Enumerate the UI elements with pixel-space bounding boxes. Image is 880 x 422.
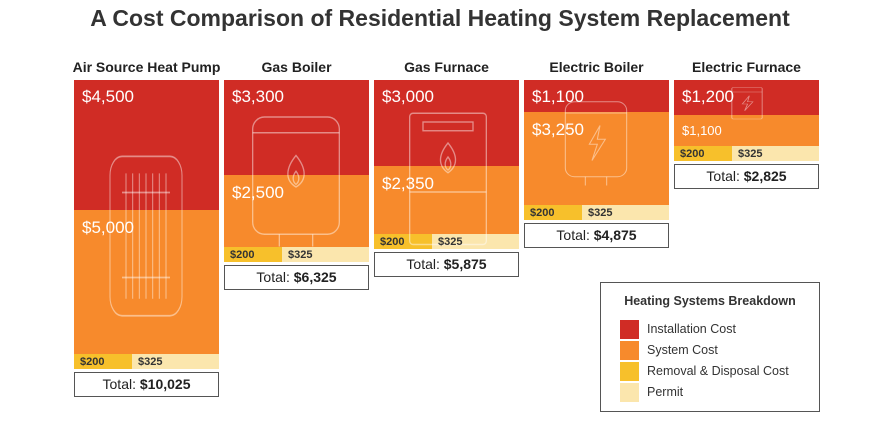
total-prefix: Total: bbox=[556, 227, 594, 244]
legend: Heating Systems Breakdown Installation C… bbox=[600, 282, 820, 412]
bar-removal-gas-furnace bbox=[374, 234, 432, 250]
label-system-electric-boiler: $3,250 bbox=[532, 119, 584, 139]
label-permit-gas-furnace: $325 bbox=[438, 236, 463, 249]
legend-title: Heating Systems Breakdown bbox=[624, 294, 796, 308]
label-installation-gas-boiler: $3,300 bbox=[232, 87, 284, 106]
bar-installation-gas-furnace bbox=[374, 80, 519, 167]
bar-installation-gas-boiler bbox=[224, 80, 369, 176]
legend-label-system: System Cost bbox=[647, 343, 718, 357]
total-value-gas-boiler: $6,325 bbox=[293, 269, 337, 286]
category-label-electric-furnace: Electric Furnace bbox=[692, 59, 801, 75]
bar-permit-electric-boiler bbox=[582, 205, 669, 221]
bar-system-gas-boiler bbox=[224, 175, 369, 248]
legend-label-removal: Removal & Disposal Cost bbox=[647, 364, 789, 378]
total-prefix: Total: bbox=[256, 269, 294, 286]
label-installation-electric-furnace: $1,200 bbox=[682, 87, 734, 106]
legend-swatch-system bbox=[620, 341, 639, 360]
bar-removal-gas-boiler bbox=[224, 247, 282, 263]
label-permit-electric-boiler: $325 bbox=[588, 207, 613, 220]
category-label-electric-boiler: Electric Boiler bbox=[549, 59, 644, 75]
label-permit-gas-boiler: $325 bbox=[288, 249, 313, 262]
electric-boiler-icon bbox=[564, 101, 628, 186]
category-label-gas-boiler: Gas Boiler bbox=[261, 59, 332, 75]
bar-removal-electric-boiler bbox=[524, 205, 582, 221]
chart-title: A Cost Comparison of Residential Heating… bbox=[90, 5, 790, 31]
total-box-electric-boiler: Total: $4,875 bbox=[524, 223, 669, 249]
electric-furnace-icon bbox=[731, 87, 763, 120]
label-system-electric-furnace: $1,100 bbox=[682, 122, 722, 138]
label-removal-gas-furnace: $200 bbox=[380, 236, 405, 249]
legend-swatch-installation bbox=[620, 320, 639, 339]
bar-installation-electric-boiler bbox=[524, 80, 669, 112]
total-prefix: Total: bbox=[406, 256, 444, 273]
bar-permit-electric-furnace bbox=[732, 146, 819, 162]
label-system-gas-boiler: $2,500 bbox=[232, 183, 284, 203]
total-prefix: Total: bbox=[706, 168, 744, 185]
gas-furnace-icon bbox=[409, 112, 487, 246]
legend-swatch-removal bbox=[620, 362, 639, 381]
bar-system-gas-furnace bbox=[374, 166, 519, 235]
category-label-gas-furnace: Gas Furnace bbox=[404, 59, 489, 75]
label-removal-gas-boiler: $200 bbox=[230, 249, 255, 262]
total-prefix: Total: bbox=[102, 375, 140, 392]
bar-system-air-source-heat-pump bbox=[74, 209, 219, 354]
label-permit-air-source-heat-pump: $325 bbox=[138, 355, 163, 368]
label-installation-gas-furnace: $3,000 bbox=[382, 87, 434, 106]
label-permit-electric-furnace: $325 bbox=[738, 148, 763, 161]
bar-system-electric-furnace bbox=[674, 114, 819, 147]
total-box-gas-furnace: Total: $5,875 bbox=[374, 252, 519, 278]
bar-permit-gas-boiler bbox=[282, 247, 369, 263]
label-installation-air-source-heat-pump: $4,500 bbox=[82, 87, 134, 106]
category-label-air-source-heat-pump: Air Source Heat Pump bbox=[72, 59, 221, 75]
label-removal-electric-furnace: $200 bbox=[680, 148, 705, 161]
total-box-gas-boiler: Total: $6,325 bbox=[224, 265, 369, 291]
label-system-air-source-heat-pump: $5,000 bbox=[82, 217, 134, 237]
label-removal-air-source-heat-pump: $200 bbox=[80, 355, 105, 368]
bar-system-electric-boiler bbox=[524, 111, 669, 206]
total-box-electric-furnace: Total: $2,825 bbox=[674, 164, 819, 190]
bar-removal-electric-furnace bbox=[674, 146, 732, 162]
bar-permit-gas-furnace bbox=[432, 234, 519, 250]
gas-boiler-icon bbox=[252, 116, 340, 247]
bar-installation-electric-furnace bbox=[674, 80, 819, 115]
total-value-electric-furnace: $2,825 bbox=[743, 168, 787, 185]
label-installation-electric-boiler: $1,100 bbox=[532, 87, 584, 106]
bar-permit-air-source-heat-pump bbox=[132, 353, 219, 369]
label-removal-electric-boiler: $200 bbox=[530, 207, 555, 220]
heat-pump-icon bbox=[109, 155, 183, 317]
total-value-air-source-heat-pump: $10,025 bbox=[139, 375, 191, 392]
bar-removal-air-source-heat-pump bbox=[74, 353, 132, 369]
total-value-electric-boiler: $4,875 bbox=[593, 227, 637, 244]
legend-label-installation: Installation Cost bbox=[647, 322, 736, 336]
label-system-gas-furnace: $2,350 bbox=[382, 174, 434, 194]
legend-swatch-permit bbox=[620, 383, 639, 402]
total-value-gas-furnace: $5,875 bbox=[443, 256, 487, 273]
bar-installation-air-source-heat-pump bbox=[74, 80, 219, 210]
legend-label-permit: Permit bbox=[647, 385, 684, 399]
total-box-air-source-heat-pump: Total: $10,025 bbox=[74, 371, 219, 397]
